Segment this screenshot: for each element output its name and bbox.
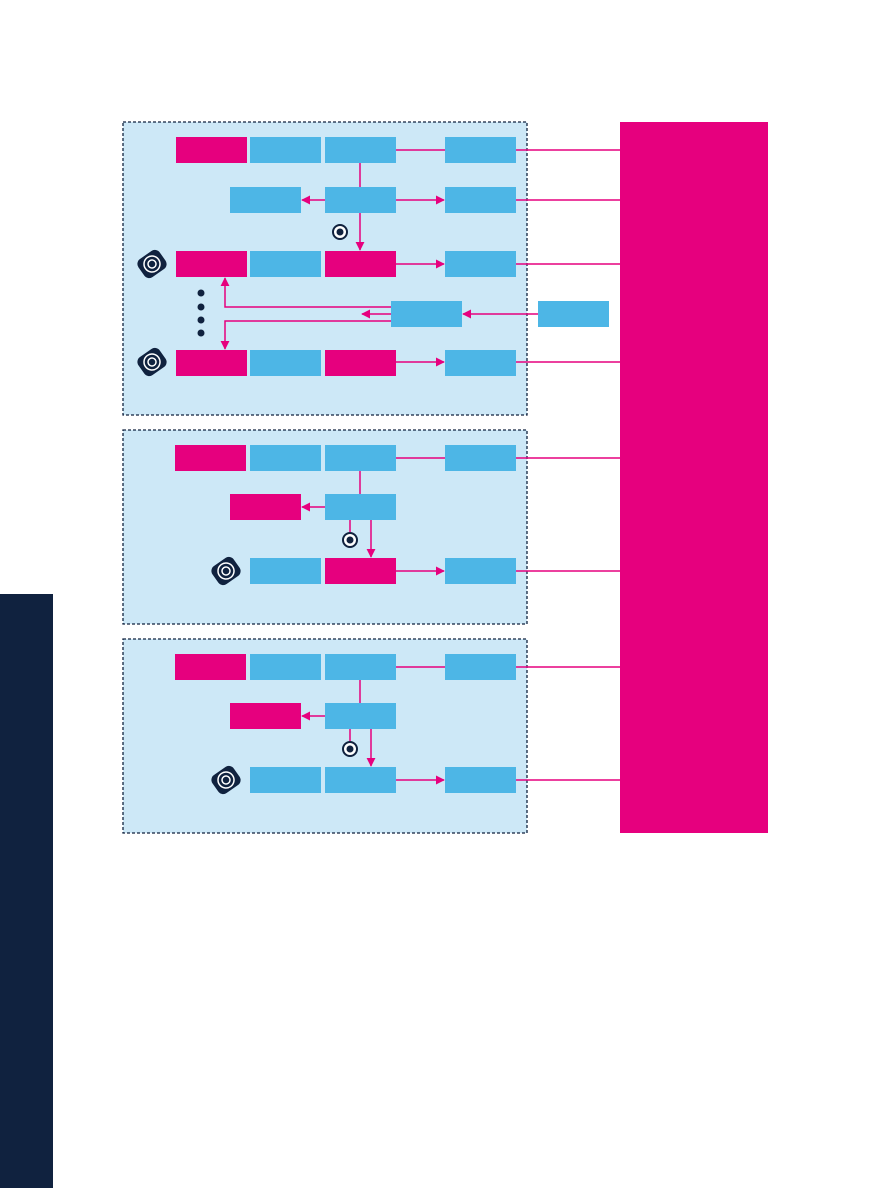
block: [325, 251, 396, 277]
block: [391, 301, 462, 327]
target-dot: [336, 228, 344, 236]
block: [250, 558, 321, 584]
block: [325, 703, 396, 729]
storage-icon: [137, 249, 167, 279]
storage-ring: [147, 357, 157, 367]
arrow: [220, 277, 391, 308]
block: [250, 767, 321, 793]
ellipsis-dot: [197, 329, 205, 337]
block: [325, 445, 396, 471]
block: [250, 445, 321, 471]
storage-body: [211, 765, 241, 795]
storage-ring: [221, 566, 231, 576]
main-block: [620, 122, 768, 833]
block: [445, 350, 516, 376]
block: [175, 445, 246, 471]
side-bar: [0, 594, 53, 1188]
target-dot: [346, 745, 354, 753]
block: [250, 350, 321, 376]
storage-icon: [211, 556, 241, 586]
ellipsis-dot: [197, 303, 205, 311]
block: [230, 494, 301, 520]
storage-icon: [137, 347, 167, 377]
block: [445, 445, 516, 471]
block: [176, 350, 247, 376]
storage-body: [137, 347, 167, 377]
block: [325, 558, 396, 584]
block: [250, 654, 321, 680]
block: [445, 251, 516, 277]
block: [325, 137, 396, 163]
block: [230, 703, 301, 729]
storage-ring: [143, 255, 161, 273]
block: [325, 494, 396, 520]
block: [176, 137, 247, 163]
storage-icon: [211, 765, 241, 795]
block: [445, 187, 516, 213]
storage-body: [211, 556, 241, 586]
block: [230, 187, 301, 213]
block: [445, 558, 516, 584]
block: [445, 137, 516, 163]
block: [325, 187, 396, 213]
block: [445, 767, 516, 793]
storage-ring: [217, 562, 235, 580]
storage-ring: [217, 771, 235, 789]
storage-body: [137, 249, 167, 279]
block: [538, 301, 609, 327]
arrow: [220, 320, 391, 350]
storage-ring: [221, 775, 231, 785]
block: [325, 767, 396, 793]
block: [176, 251, 247, 277]
block: [250, 137, 321, 163]
block: [175, 654, 246, 680]
storage-ring: [143, 353, 161, 371]
block: [325, 350, 396, 376]
block: [250, 251, 321, 277]
block: [325, 654, 396, 680]
ellipsis-dot: [197, 289, 205, 297]
ellipsis-dot: [197, 316, 205, 324]
storage-ring: [147, 259, 157, 269]
target-dot: [346, 536, 354, 544]
block: [445, 654, 516, 680]
